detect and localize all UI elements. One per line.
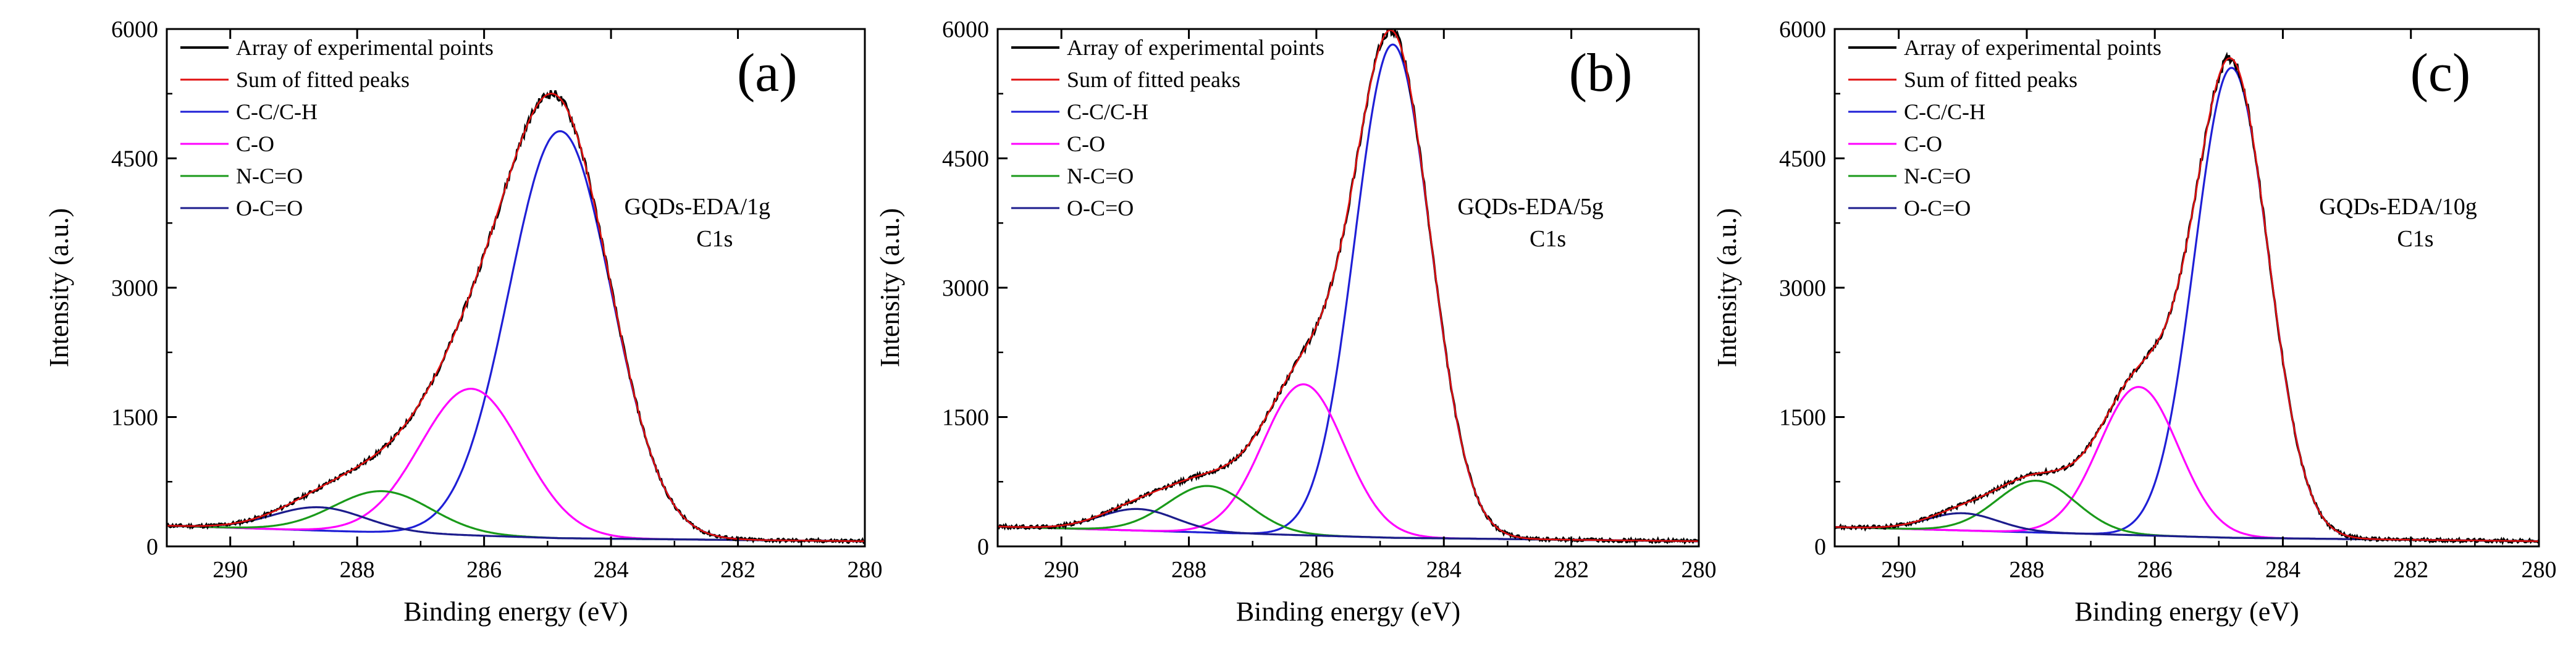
y-tick-label: 1500: [942, 405, 989, 431]
y-tick-label: 6000: [111, 17, 158, 43]
x-tick-label: 286: [2137, 557, 2173, 583]
panel-a: 290 288 286 284 282 280 0 1500 3000 4500 6000 Bindi…: [44, 17, 883, 627]
y-axis-title: Intensity (a.u.): [1712, 208, 1742, 367]
experimental-curve: [1835, 51, 2539, 546]
legend: Array of experimental points Sum of fitte…: [180, 35, 494, 220]
x-tick-label: 290: [1881, 557, 1916, 583]
legend-label: C-O: [1904, 132, 1942, 156]
panel-label: (c): [2410, 43, 2471, 103]
legend-label: Sum of fitted peaks: [1904, 67, 2077, 92]
peak-curve-c-o: [998, 383, 1699, 543]
y-axis-title: Intensity (a.u.): [44, 208, 74, 367]
x-tick-label: 286: [466, 557, 502, 583]
x-axis-title: Binding energy (eV): [2074, 596, 2299, 627]
y-tick-label: 0: [977, 534, 989, 560]
curves: [1835, 51, 2539, 546]
y-tick-label: 0: [1814, 534, 1826, 560]
x-axis-title: Binding energy (eV): [403, 596, 628, 627]
peak-curve-n-c-o: [1835, 479, 2539, 543]
x-tick-label: 280: [2522, 557, 2557, 583]
panel-label: (a): [737, 43, 798, 103]
sample-label: GQDs-EDA/10g: [2319, 194, 2477, 220]
sample-label: GQDs-EDA/5g: [1457, 194, 1603, 220]
legend-label: C-C/C-H: [1904, 99, 1985, 124]
y-tick-label: 0: [146, 534, 158, 560]
y-tick-label: 3000: [111, 275, 158, 301]
core-level-label: C1s: [2397, 226, 2433, 252]
y-tick-label: 4500: [1779, 146, 1826, 172]
x-tick-label: 290: [1044, 557, 1079, 583]
legend-label: C-O: [1067, 132, 1105, 156]
x-tick-label: 284: [2265, 557, 2300, 583]
curves: [998, 29, 1699, 545]
sum-fit-curve: [167, 93, 865, 542]
x-tick-label: 284: [1426, 557, 1462, 583]
legend-label: Sum of fitted peaks: [1067, 67, 1240, 92]
x-tick-label: 282: [720, 557, 756, 583]
x-tick-label: 284: [594, 557, 629, 583]
panel-c: 290 288 286 284 282 280 0 1500 3000 4500 6000 Bindi…: [1712, 17, 2557, 627]
x-tick-label: 282: [2393, 557, 2428, 583]
x-tick-label: 288: [340, 557, 375, 583]
y-tick-label: 4500: [942, 146, 989, 172]
x-tick-label: 286: [1299, 557, 1334, 583]
legend: Array of experimental points Sum of fitte…: [1848, 35, 2161, 220]
sum-fit-curve: [998, 29, 1699, 542]
y-tick-label: 6000: [942, 17, 989, 43]
curves: [167, 90, 865, 545]
y-tick-label: 4500: [111, 146, 158, 172]
x-tick-label: 290: [213, 557, 248, 583]
peak-curve-c-o: [1835, 386, 2539, 543]
legend-label: C-C/C-H: [236, 99, 318, 124]
y-tick-label: 3000: [942, 275, 989, 301]
legend-label: N-C=O: [1904, 164, 1971, 188]
x-tick-label: 288: [2009, 557, 2044, 583]
legend-label: N-C=O: [236, 164, 303, 188]
x-tick-label: 280: [1682, 557, 1717, 583]
x-tick-label: 282: [1554, 557, 1589, 583]
panel-label: (b): [1569, 43, 1633, 103]
core-level-label: C1s: [1530, 226, 1566, 252]
x-tick-label: 280: [848, 557, 883, 583]
peak-curve-c-o: [167, 388, 865, 543]
legend-label: Array of experimental points: [1904, 35, 2161, 60]
legend-label: Sum of fitted peaks: [236, 67, 410, 92]
y-tick-label: 6000: [1779, 17, 1826, 43]
y-axis-title: Intensity (a.u.): [875, 208, 905, 367]
legend-label: O-C=O: [1904, 196, 1971, 220]
legend-label: Array of experimental points: [1067, 35, 1324, 60]
x-tick-label: 288: [1171, 557, 1206, 583]
y-tick-label: 1500: [111, 405, 158, 431]
peak-curve-c-c-c-h: [167, 130, 865, 543]
sample-label: GQDs-EDA/1g: [625, 194, 770, 220]
legend-label: O-C=O: [1067, 196, 1134, 220]
legend-label: O-C=O: [236, 196, 303, 220]
legend-label: C-O: [236, 132, 274, 156]
y-tick-label: 3000: [1779, 275, 1826, 301]
legend: Array of experimental points Sum of fitte…: [1011, 35, 1324, 220]
y-tick-label: 1500: [1779, 405, 1826, 431]
panel-b: 290 288 286 284 282 280 0 1500 3000 4500 6000 Bindi…: [875, 17, 1717, 627]
sum-fit-curve: [1835, 57, 2539, 542]
legend-label: Array of experimental points: [236, 35, 494, 60]
legend-label: C-C/C-H: [1067, 99, 1148, 124]
x-axis-title: Binding energy (eV): [1236, 596, 1460, 627]
legend-label: N-C=O: [1067, 164, 1134, 188]
core-level-label: C1s: [696, 226, 733, 252]
